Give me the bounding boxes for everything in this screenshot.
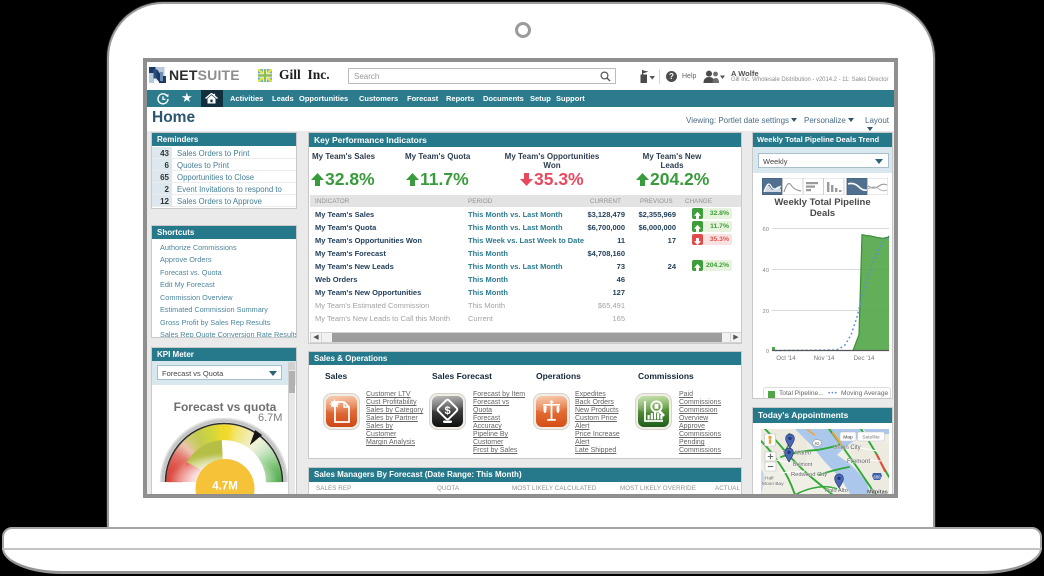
svg-text:Nov '14: Nov '14	[814, 355, 835, 362]
svg-text:92: 92	[815, 441, 820, 446]
svg-text:40: 40	[763, 268, 769, 274]
svg-text:Redwood City: Redwood City	[791, 472, 827, 478]
svg-text:Palo Alto: Palo Alto	[825, 488, 848, 494]
svg-text:Union City: Union City	[833, 445, 861, 451]
svg-text:Milpitas: Milpitas	[867, 490, 888, 495]
svg-text:Moon Bay: Moon Bay	[762, 481, 784, 487]
svg-text:San Mateo: San Mateo	[783, 451, 811, 457]
svg-text:Satellite: Satellite	[862, 434, 880, 440]
svg-text:Oct '14: Oct '14	[776, 355, 796, 362]
svg-text:60: 60	[763, 227, 769, 233]
svg-text:Belmont: Belmont	[793, 462, 813, 468]
svg-text:Dec '14: Dec '14	[854, 355, 875, 362]
svg-text:0: 0	[766, 349, 769, 355]
svg-text:Half: Half	[765, 476, 774, 482]
svg-text:680: 680	[874, 475, 882, 480]
svg-text:Fremont: Fremont	[847, 458, 870, 465]
svg-text:20: 20	[763, 309, 769, 315]
svg-text:4.7M: 4.7M	[212, 481, 238, 493]
svg-text:Map: Map	[843, 434, 853, 440]
